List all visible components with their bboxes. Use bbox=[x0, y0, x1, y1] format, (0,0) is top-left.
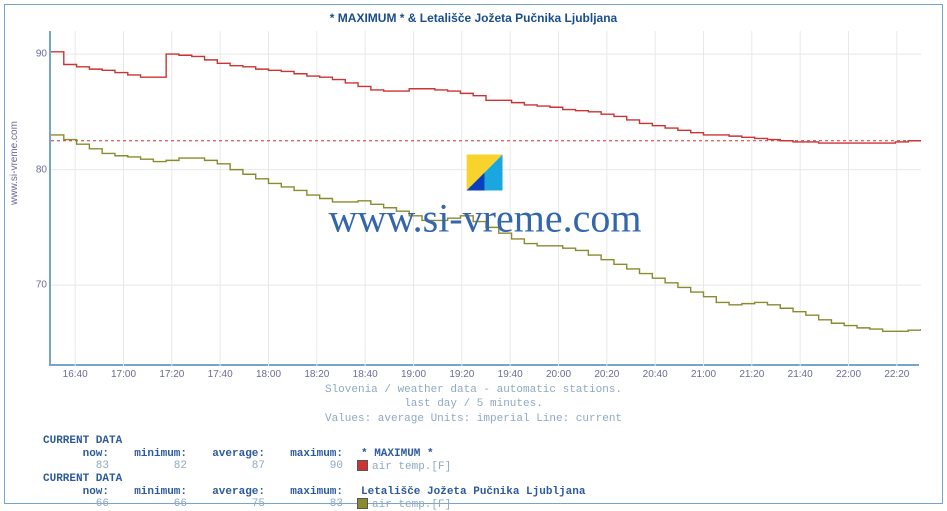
val-now: 83 bbox=[43, 460, 121, 473]
hdr-min: minimum: bbox=[121, 486, 199, 498]
val-avg: 87 bbox=[199, 460, 277, 473]
x-tick-label: 17:40 bbox=[208, 369, 233, 380]
current-data-values: 66 66 75 83 air temp.[F] bbox=[43, 498, 597, 511]
caption-line: Values: average Units: imperial Line: cu… bbox=[5, 412, 942, 426]
y-tick-label: 70 bbox=[25, 280, 47, 291]
plot-svg bbox=[51, 31, 921, 366]
y-tick-label: 80 bbox=[25, 164, 47, 175]
hdr-series: * MAXIMUM * bbox=[355, 448, 446, 460]
x-tick-label: 21:20 bbox=[739, 369, 764, 380]
caption-block: Slovenia / weather data - automatic stat… bbox=[5, 383, 942, 426]
x-tick-label: 17:20 bbox=[159, 369, 184, 380]
current-data-title: CURRENT DATA bbox=[43, 473, 597, 485]
val-now: 66 bbox=[43, 498, 121, 511]
x-tick-label: 20:20 bbox=[594, 369, 619, 380]
x-tick-label: 16:40 bbox=[63, 369, 88, 380]
y-tick-label: 90 bbox=[25, 49, 47, 60]
x-tick-label: 19:20 bbox=[449, 369, 474, 380]
x-tick-label: 22:20 bbox=[884, 369, 909, 380]
current-data-values: 83 82 87 90 air temp.[F] bbox=[43, 460, 451, 473]
current-data-headers: now: minimum: average: maximum: * MAXIMU… bbox=[43, 448, 451, 460]
val-avg: 75 bbox=[199, 498, 277, 511]
series-swatch-icon bbox=[357, 460, 368, 471]
plot-region: www.si-vreme.com 16:4017:0017:2017:4018:… bbox=[49, 31, 919, 366]
chart-title: * MAXIMUM * & Letališče Jožeta Pučnika L… bbox=[5, 5, 942, 25]
current-data-block: CURRENT DATA now: minimum: average: maxi… bbox=[43, 435, 451, 473]
x-tick-label: 20:40 bbox=[643, 369, 668, 380]
unit-text: air temp.[F] bbox=[372, 499, 451, 511]
val-max: 83 bbox=[277, 498, 355, 511]
val-min: 66 bbox=[121, 498, 199, 511]
hdr-now: now: bbox=[43, 448, 121, 460]
caption-line: Slovenia / weather data - automatic stat… bbox=[5, 383, 942, 397]
hdr-now: now: bbox=[43, 486, 121, 498]
chart-area: www.si-vreme.com 16:4017:0017:2017:4018:… bbox=[49, 31, 919, 366]
chart-frame: * MAXIMUM * & Letališče Jožeta Pučnika L… bbox=[4, 4, 943, 504]
x-tick-label: 18:20 bbox=[304, 369, 329, 380]
current-data-headers: now: minimum: average: maximum: Letališč… bbox=[43, 486, 597, 498]
x-tick-label: 21:00 bbox=[691, 369, 716, 380]
x-tick-label: 18:40 bbox=[353, 369, 378, 380]
series-unit: air temp.[F] bbox=[355, 498, 451, 511]
x-tick-label: 18:00 bbox=[256, 369, 281, 380]
current-data-title: CURRENT DATA bbox=[43, 435, 451, 447]
hdr-series: Letališče Jožeta Pučnika Ljubljana bbox=[355, 486, 597, 498]
x-tick-label: 22:00 bbox=[836, 369, 861, 380]
x-tick-label: 19:00 bbox=[401, 369, 426, 380]
current-data-block: CURRENT DATA now: minimum: average: maxi… bbox=[43, 473, 597, 511]
x-tick-label: 20:00 bbox=[546, 369, 571, 380]
hdr-max: maximum: bbox=[277, 448, 355, 460]
x-tick-label: 17:00 bbox=[111, 369, 136, 380]
y-axis-label: www.si-vreme.com bbox=[9, 121, 20, 205]
x-tick-label: 21:40 bbox=[788, 369, 813, 380]
val-min: 82 bbox=[121, 460, 199, 473]
series-swatch-icon bbox=[357, 498, 368, 509]
x-tick-label: 19:40 bbox=[498, 369, 523, 380]
series-unit: air temp.[F] bbox=[355, 460, 451, 473]
hdr-avg: average: bbox=[199, 448, 277, 460]
caption-line: last day / 5 minutes. bbox=[5, 397, 942, 411]
val-max: 90 bbox=[277, 460, 355, 473]
unit-text: air temp.[F] bbox=[372, 461, 451, 473]
hdr-avg: average: bbox=[199, 486, 277, 498]
hdr-min: minimum: bbox=[121, 448, 199, 460]
hdr-max: maximum: bbox=[277, 486, 355, 498]
